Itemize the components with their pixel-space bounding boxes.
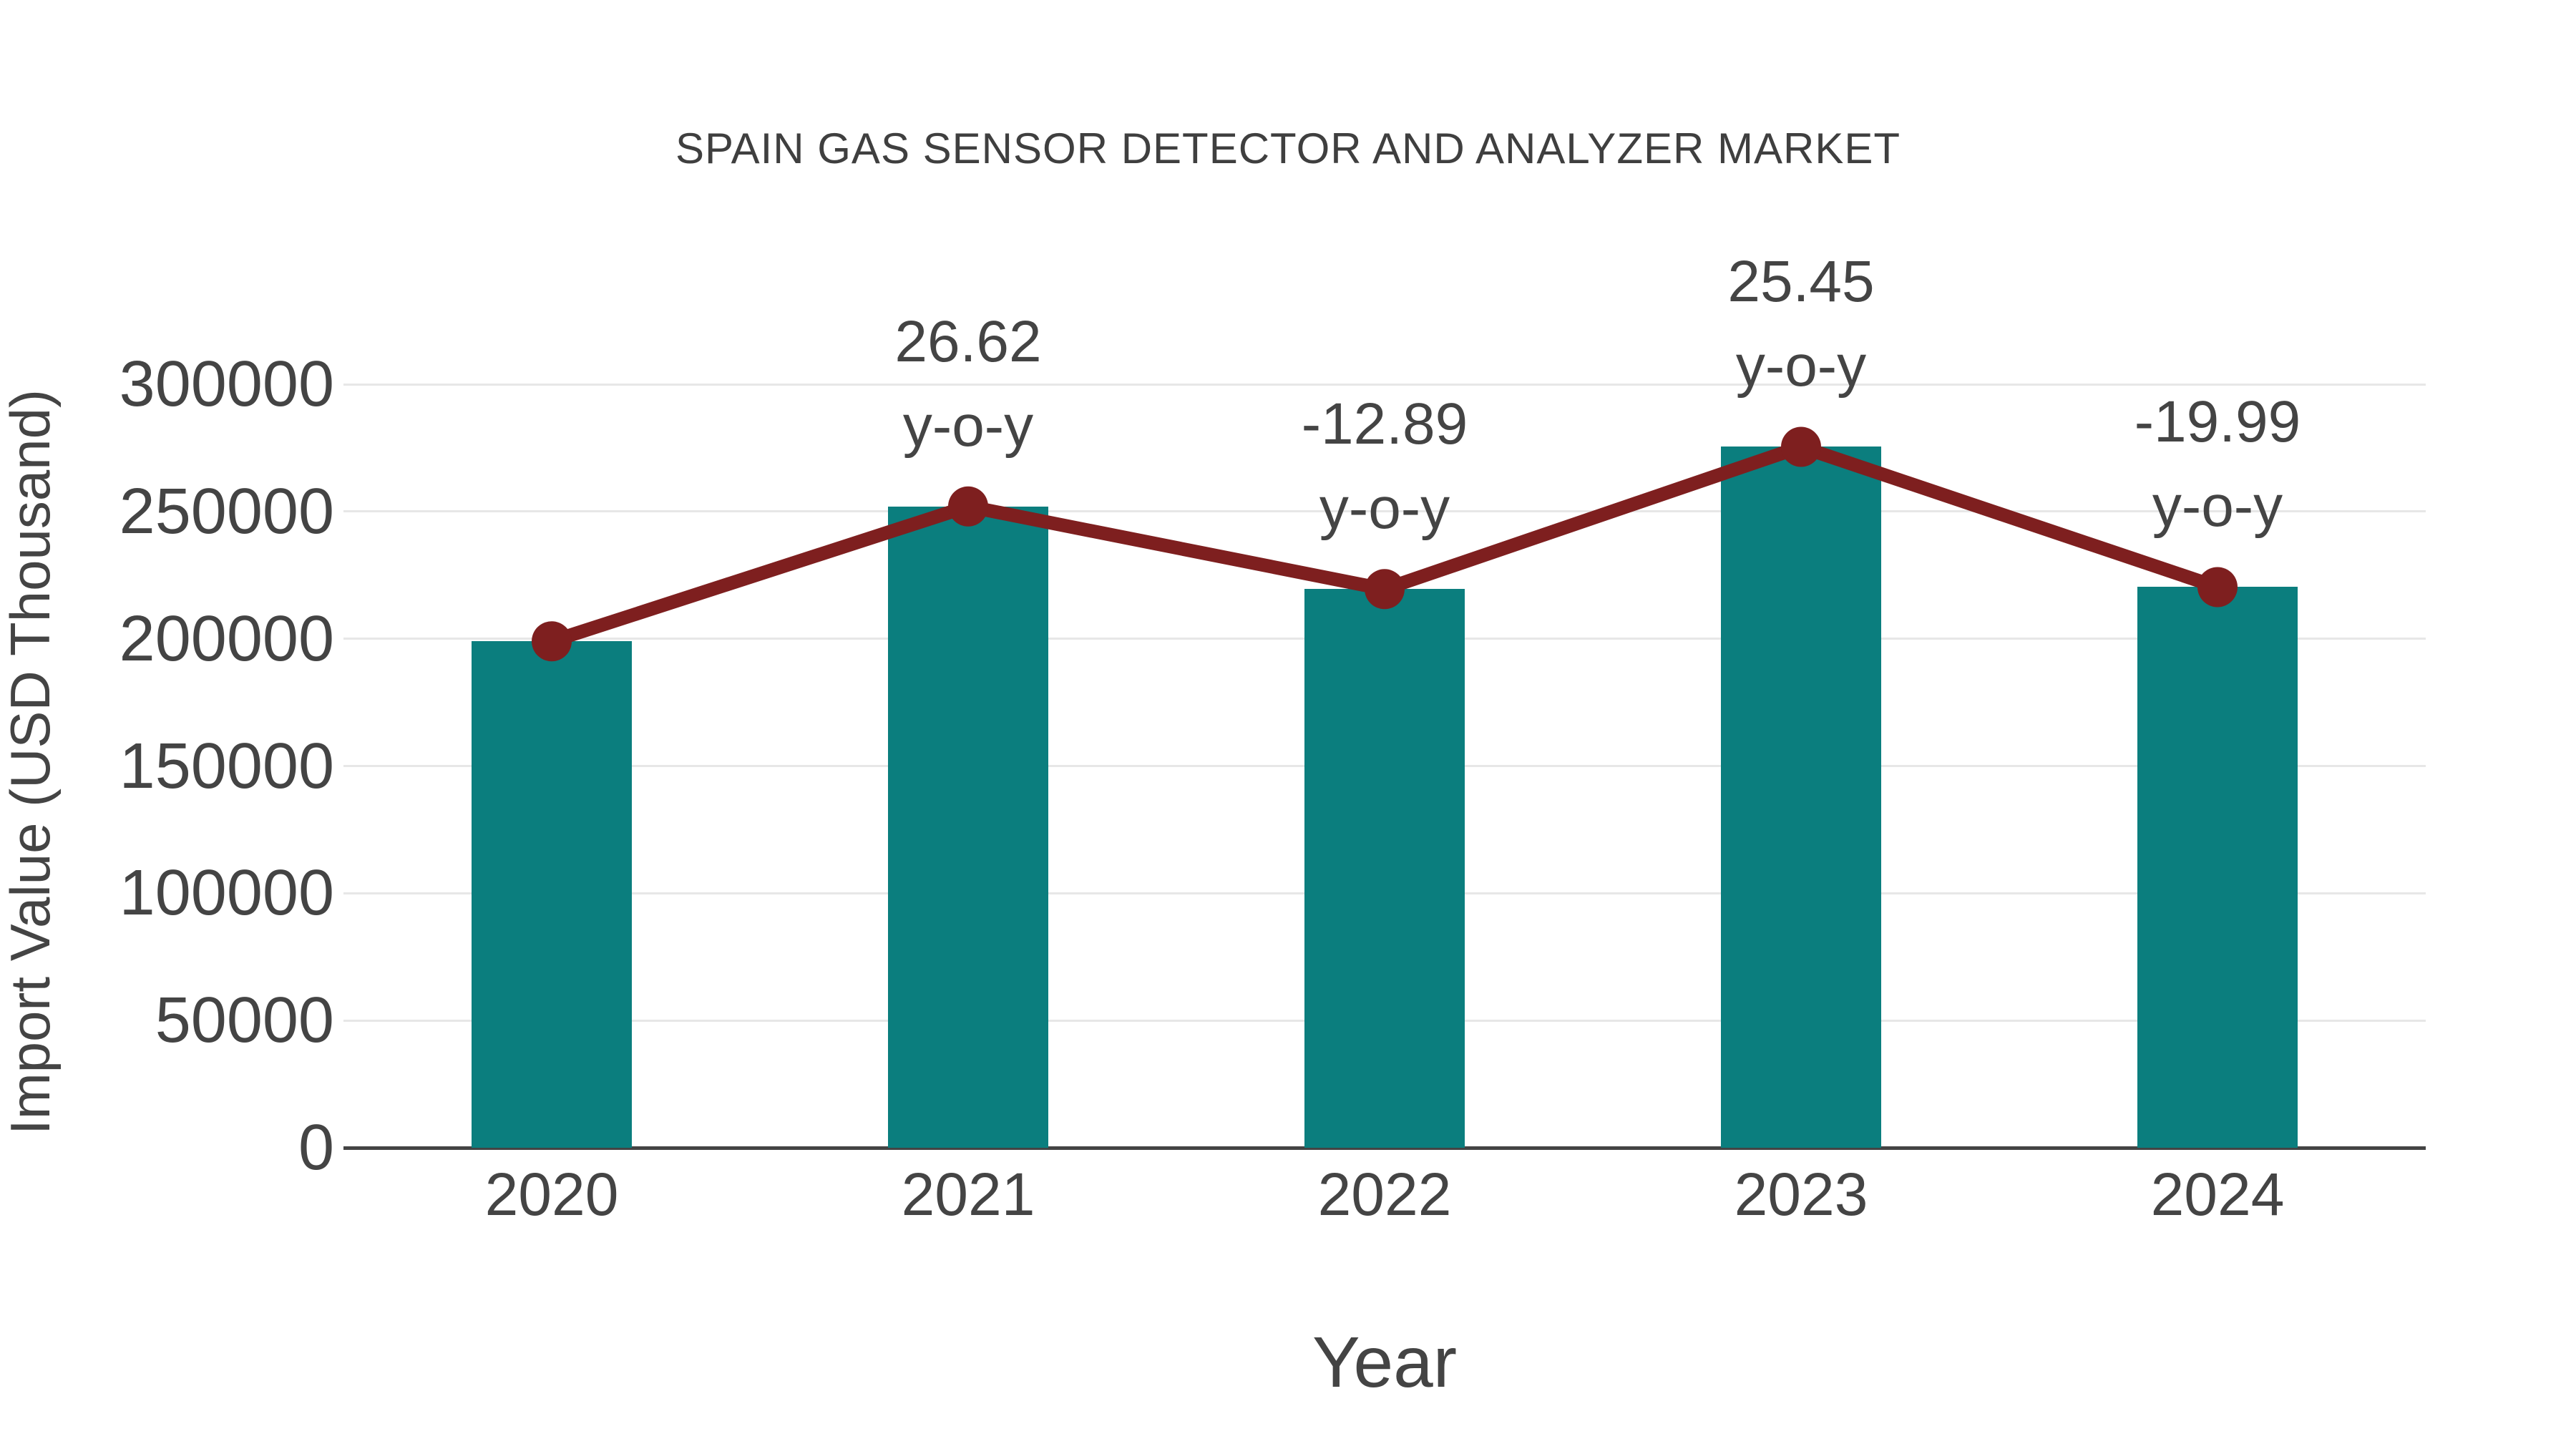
annotation-2023: 25.45 y-o-y (1727, 249, 1875, 399)
y-tick-label: 300000 (119, 348, 334, 420)
x-tick-label-2024: 2024 (2150, 1161, 2285, 1228)
bar-2023 (1721, 447, 1881, 1148)
x-tick-label-2022: 2022 (1317, 1161, 1452, 1228)
x-tick-label-2021: 2021 (901, 1161, 1035, 1228)
annotation-2021: 26.62 y-o-y (894, 308, 1042, 459)
gridline-y-300000 (343, 383, 2426, 386)
x-axis-title: Year (1312, 1322, 1458, 1402)
y-tick-label: 250000 (119, 475, 334, 547)
y-tick-label: 50000 (155, 985, 334, 1057)
x-tick-label-2023: 2023 (1734, 1161, 1868, 1228)
bar-2022 (1304, 589, 1465, 1148)
y-tick-label: 100000 (119, 857, 334, 930)
annotation-2024: -19.99 y-o-y (2134, 389, 2301, 540)
bar-2020 (472, 641, 632, 1148)
x-tick-label-2020: 2020 (484, 1161, 619, 1228)
x-axis-line (343, 1146, 2426, 1150)
y-tick-label: 0 (298, 1112, 334, 1184)
annotation-2022: -12.89 y-o-y (1301, 391, 1468, 542)
bar-2021 (888, 506, 1048, 1148)
chart-title: SPAIN GAS SENSOR DETECTOR AND ANALYZER M… (675, 125, 1901, 172)
bar-2024 (2137, 587, 2298, 1148)
y-tick-label: 200000 (119, 602, 334, 675)
y-tick-label: 150000 (119, 730, 334, 802)
